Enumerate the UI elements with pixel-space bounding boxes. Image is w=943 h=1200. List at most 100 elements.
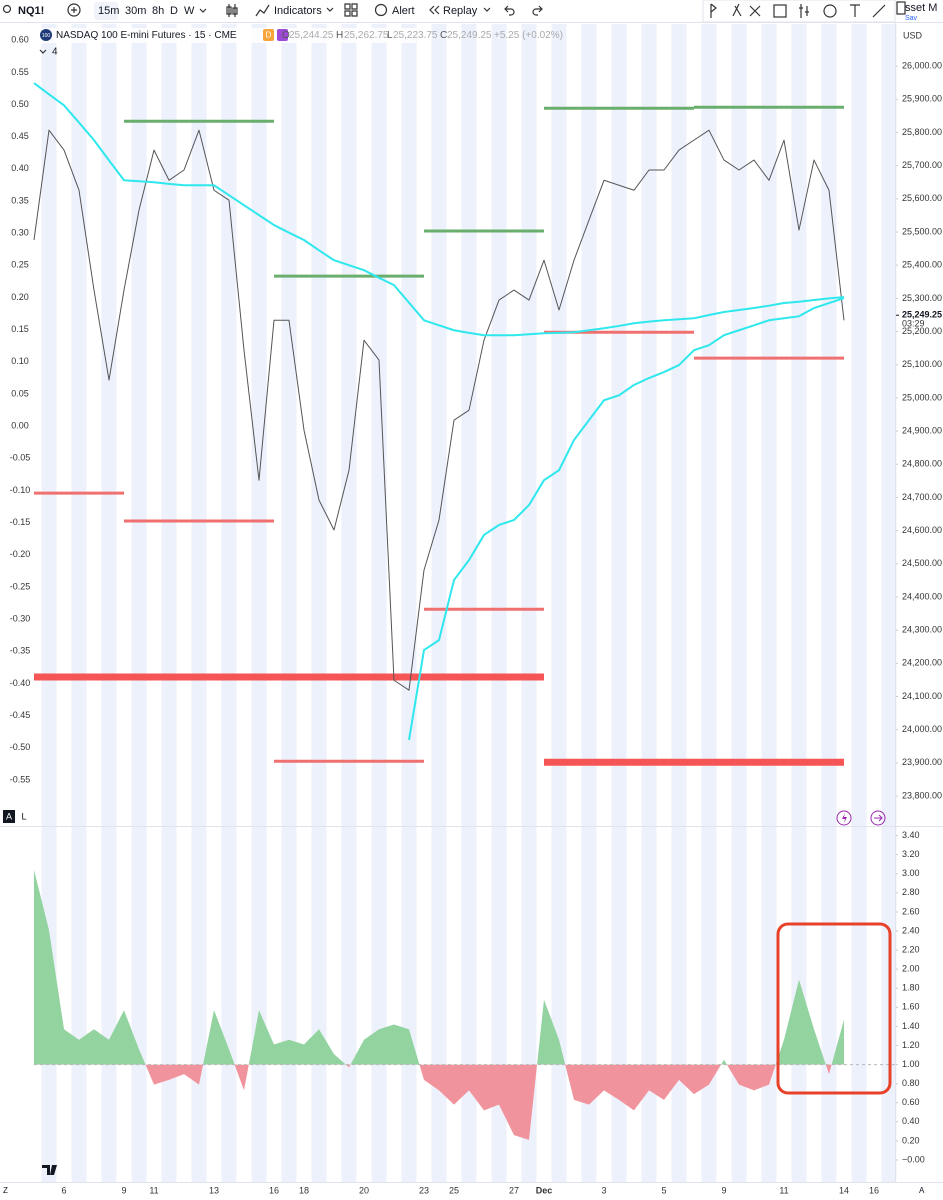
- session-band: [161, 827, 177, 1182]
- axis-tick-label: -0.05: [10, 453, 31, 463]
- auto-scale-label[interactable]: A: [6, 811, 12, 821]
- x-tick-label: 11: [779, 1185, 788, 1195]
- legend-bg: [36, 28, 416, 43]
- symbol-description: NASDAQ 100 E-mini Futures · 15 · CME: [56, 30, 237, 41]
- axis-tick-label: 3.40: [902, 830, 920, 840]
- axis-tick-label: -0.10: [10, 485, 31, 495]
- x-tick-label: 16: [869, 1185, 879, 1195]
- session-band: [701, 827, 717, 1182]
- session-band: [221, 827, 237, 1182]
- flag-tool[interactable]: [710, 3, 717, 18]
- axis-tick-label: 1.60: [902, 1002, 920, 1012]
- axis-tick-label: 25,700.00: [902, 160, 942, 170]
- axis-tick-label: 25,000.00: [902, 392, 942, 402]
- symbol-search[interactable]: NQ1!: [2, 4, 45, 17]
- x-tick-label: 3: [601, 1185, 606, 1195]
- redo-button[interactable]: [532, 5, 543, 16]
- session-band: [131, 24, 147, 826]
- asset-label[interactable]: sset M: [905, 2, 937, 14]
- xabcd-tool[interactable]: [749, 5, 761, 17]
- interval[interactable]: 8h: [152, 5, 164, 17]
- interval-menu[interactable]: [199, 8, 207, 13]
- x-tick-label: 27: [509, 1185, 519, 1195]
- interval[interactable]: 30m: [125, 5, 146, 17]
- auto-label[interactable]: A: [919, 1186, 925, 1195]
- indicators-menu[interactable]: [326, 7, 334, 12]
- tradingview-logo[interactable]: [42, 1165, 57, 1175]
- axis-tick-label: 25,400.00: [902, 260, 942, 270]
- layouts-button[interactable]: [344, 3, 358, 17]
- session-band: [221, 24, 237, 826]
- plus-icon: [71, 7, 77, 13]
- axis-tick-label: 2.20: [902, 944, 920, 954]
- axis-tick-label: 24,500.00: [902, 558, 942, 568]
- indicators-icon: [255, 4, 270, 17]
- axis-tick-label: 0.35: [11, 195, 29, 205]
- interval[interactable]: 15m: [98, 5, 119, 17]
- axis-tick-label: 24,700.00: [902, 492, 942, 502]
- axis-tick-label: 24,600.00: [902, 525, 942, 535]
- axis-tick-label: 24,200.00: [902, 658, 942, 668]
- session-band: [731, 827, 747, 1182]
- replay-button[interactable]: Replay: [443, 5, 478, 17]
- flag-text: D: [266, 31, 272, 40]
- session-band: [161, 24, 177, 826]
- session-band: [251, 24, 267, 826]
- axis-tick-label: 1.80: [902, 983, 920, 993]
- axis-tick-label: -0.30: [10, 613, 31, 623]
- symbol[interactable]: NQ1!: [18, 5, 44, 17]
- log-scale-label[interactable]: L: [21, 811, 26, 821]
- rectangle-tool[interactable]: [773, 4, 787, 18]
- interval[interactable]: D: [170, 5, 178, 17]
- session-band: [611, 24, 627, 826]
- axis-tick-label: -0.55: [10, 774, 31, 784]
- x-tick-label: 18: [299, 1185, 309, 1195]
- ohlc-label: H: [336, 30, 343, 41]
- axis-tick-label: 25,200.00: [902, 326, 942, 336]
- x-tick-label: 14: [839, 1185, 849, 1195]
- session-band: [431, 24, 447, 826]
- replay-menu[interactable]: [483, 7, 491, 12]
- session-band: [791, 24, 807, 826]
- timezone-label[interactable]: Z: [3, 1186, 8, 1195]
- event-icon[interactable]: [836, 810, 852, 826]
- ohlc-value: 25,244.25: [289, 30, 334, 41]
- session-band: [581, 24, 597, 826]
- x-tick-label: 16: [269, 1185, 279, 1195]
- alert-button[interactable]: Alert: [392, 5, 415, 17]
- session-band: [641, 24, 657, 826]
- interval[interactable]: W: [184, 5, 195, 17]
- chart-type-button[interactable]: [226, 4, 238, 17]
- highlight-annotation: [776, 922, 892, 1095]
- axis-tick-label: 0.10: [11, 356, 29, 366]
- session-band: [341, 24, 357, 826]
- position-tool[interactable]: [799, 4, 809, 18]
- save-label[interactable]: Sav: [905, 15, 918, 22]
- line-tool[interactable]: [872, 4, 886, 18]
- indicators-toggle[interactable]: [39, 49, 47, 54]
- replay-icon: [429, 5, 440, 15]
- indicators-button[interactable]: Indicators: [274, 5, 322, 17]
- lightning-glyph: [842, 813, 847, 823]
- session-shading: [41, 24, 897, 1182]
- text-tool[interactable]: [850, 4, 860, 17]
- auto-scale-button[interactable]: [3, 810, 15, 823]
- session-band: [551, 827, 567, 1182]
- undo-button[interactable]: [504, 5, 515, 16]
- search-icon: [2, 4, 12, 14]
- change-value: +5.25 (+0.02%): [494, 30, 563, 41]
- axis-tick-label: 26,000.00: [902, 61, 942, 71]
- session-band: [251, 827, 267, 1182]
- compare-button[interactable]: [67, 3, 81, 17]
- session-band: [71, 827, 87, 1182]
- x-tick-label: 9: [121, 1185, 126, 1195]
- axis-tick-label: 0.40: [11, 163, 29, 173]
- session-band: [581, 827, 597, 1182]
- pitchfork-tool[interactable]: [732, 3, 742, 17]
- x-tick-label: 11: [149, 1185, 158, 1195]
- axis-tick-label: 23,800.00: [902, 790, 942, 800]
- ellipse-tool[interactable]: [823, 4, 837, 18]
- axis-tick-label: 24,300.00: [902, 625, 942, 635]
- event-icon[interactable]: [870, 810, 886, 826]
